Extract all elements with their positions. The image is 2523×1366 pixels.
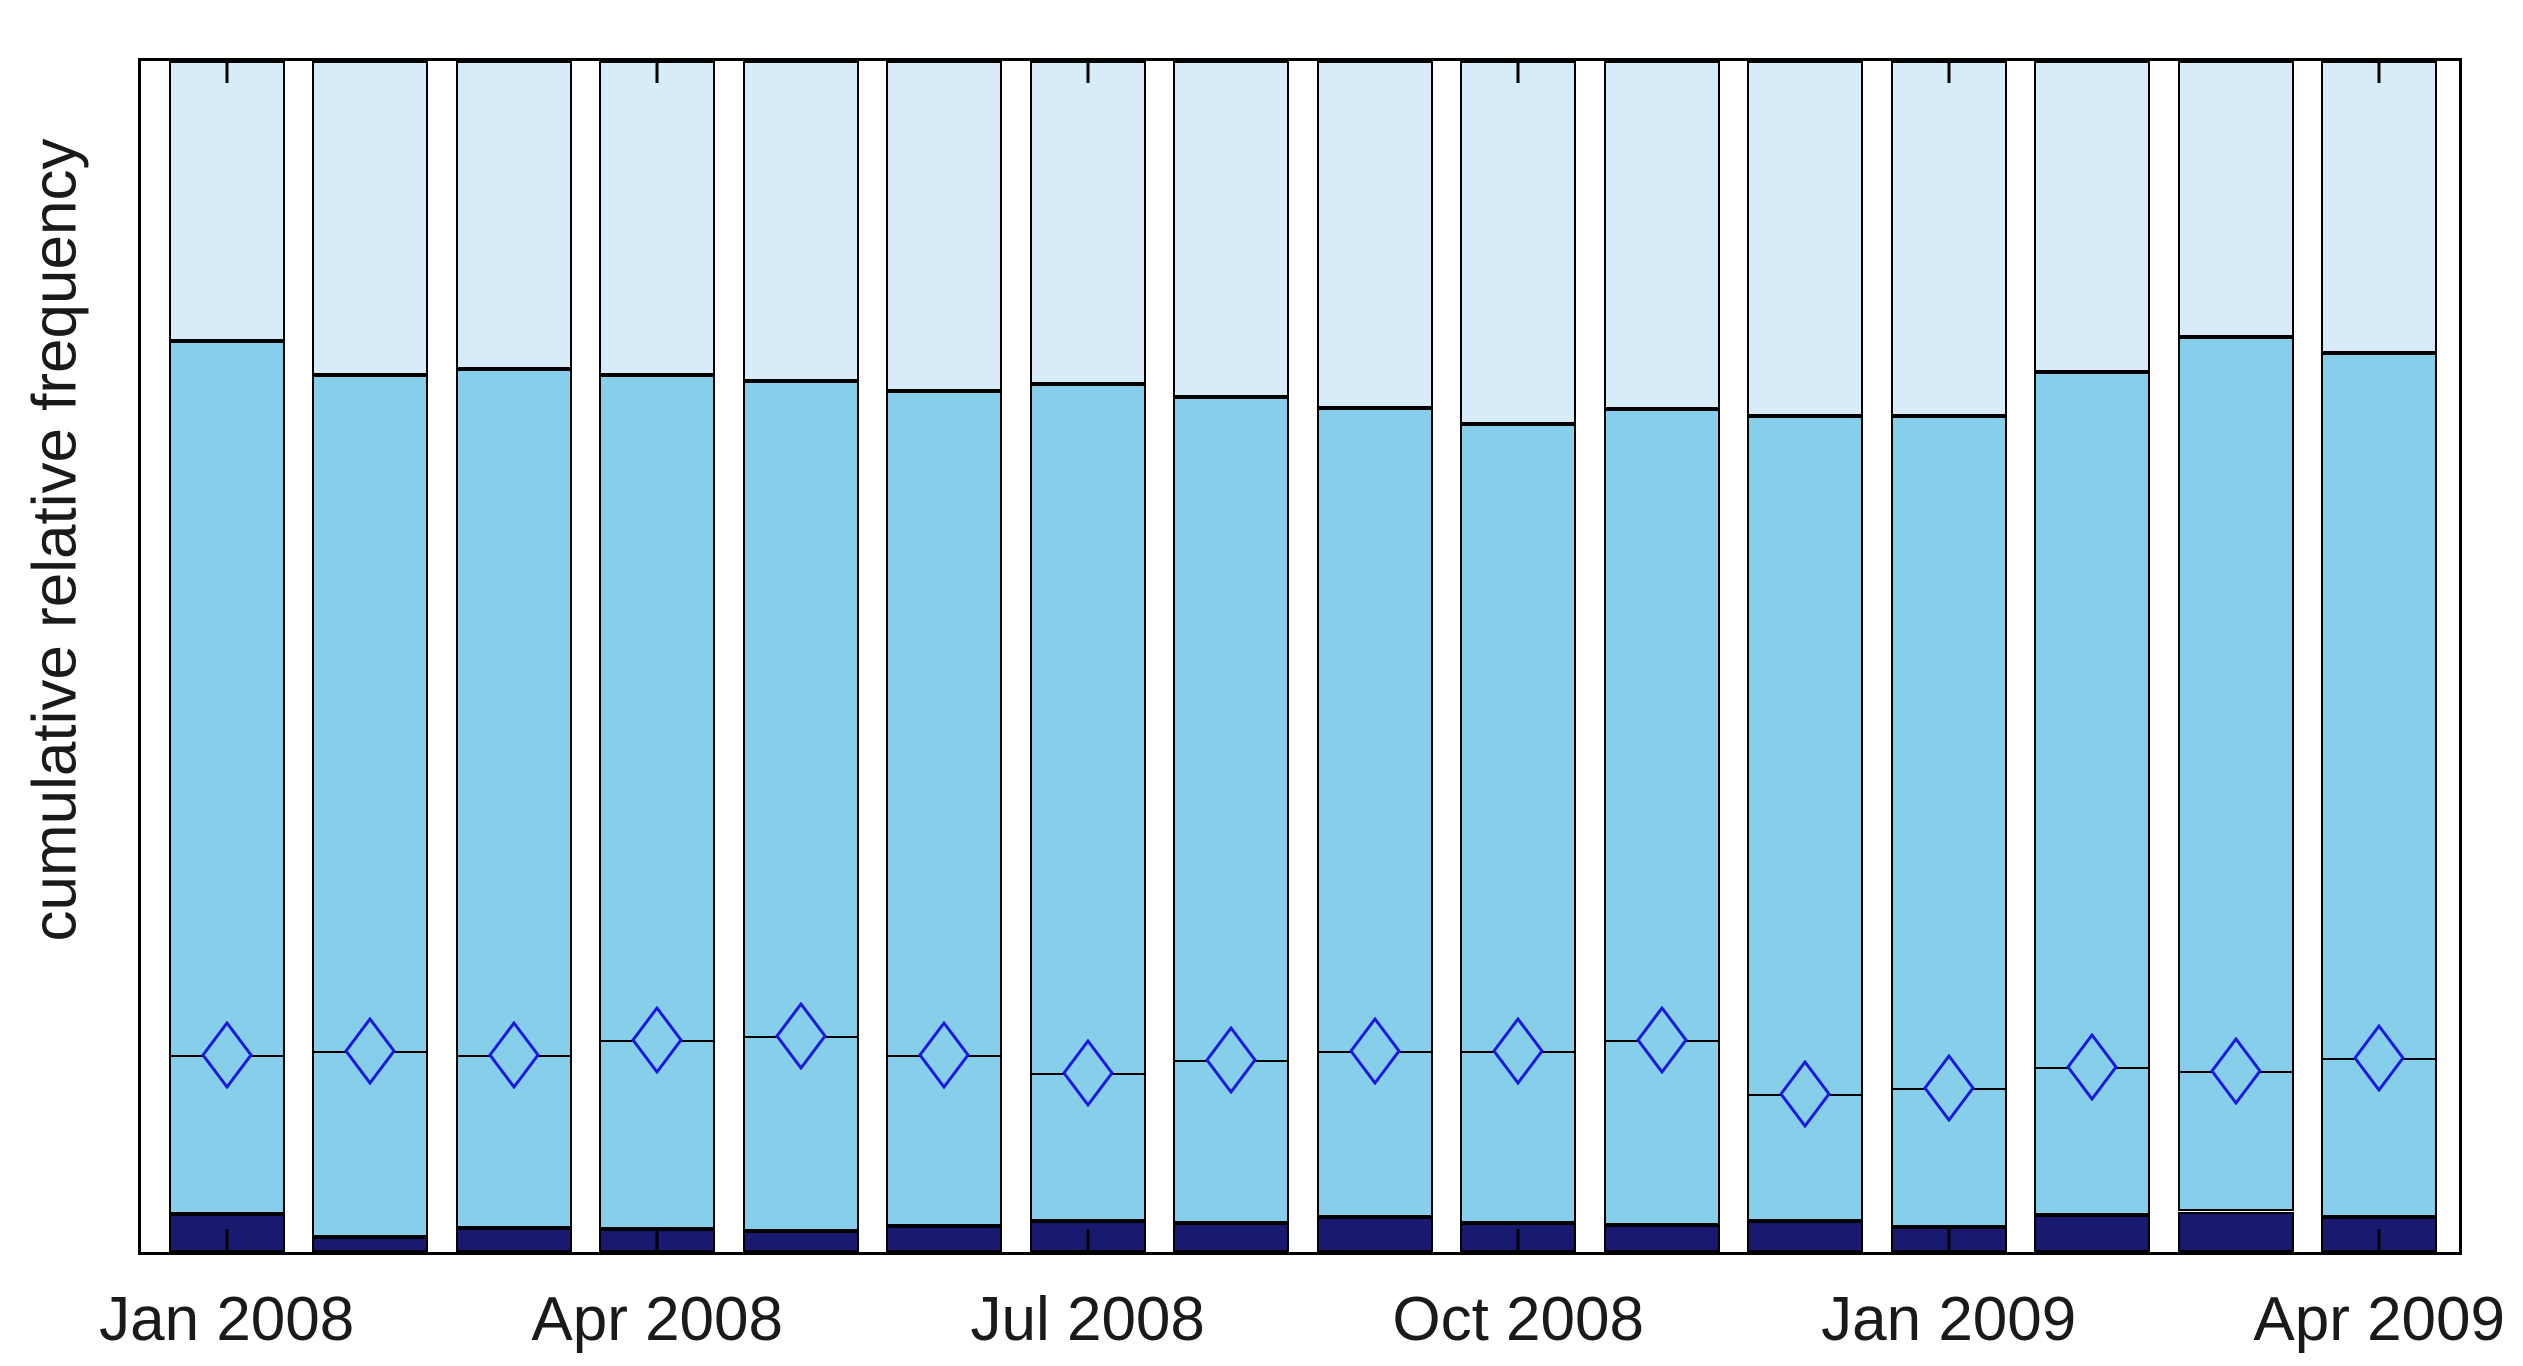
diamond-marker-icon [487, 1021, 540, 1090]
diamond-marker-icon [344, 1016, 397, 1085]
x-axis-tick-label: Apr 2009 [2253, 1285, 2506, 1354]
diamond-marker-icon [774, 1002, 827, 1071]
bar [1029, 61, 1146, 1252]
bar-segment-bottom-dark-navy [312, 1236, 429, 1252]
bar-segment-bottom-dark-navy [1173, 1223, 1290, 1252]
bar-segment-bottom-dark-navy [886, 1225, 1003, 1252]
x-axis-tick-bottom-icon [1086, 1229, 1090, 1252]
x-axis-tick-top-icon [655, 61, 659, 83]
diamond-marker-icon [2066, 1033, 2119, 1102]
bar-segment-top-pale-blue [1173, 61, 1290, 397]
bar [1747, 61, 1864, 1252]
diamond-marker-icon [1922, 1053, 1975, 1122]
x-axis-tick-top-icon [225, 61, 229, 83]
bar-segment-top-pale-blue [2177, 61, 2294, 338]
bar-segment-bottom-dark-navy [2177, 1211, 2294, 1252]
bar-segment-top-pale-blue [886, 61, 1003, 391]
bar [2321, 61, 2438, 1252]
bar-segment-top-pale-blue [2034, 61, 2151, 372]
bar [1460, 61, 1577, 1252]
x-axis-tick-bottom-icon [1947, 1229, 1951, 1252]
x-axis-tick-bottom-icon [225, 1229, 229, 1252]
diamond-marker-icon [1635, 1006, 1688, 1074]
diamond-marker-icon [1348, 1016, 1401, 1085]
x-axis-tick-label: Jan 2008 [99, 1285, 355, 1354]
x-axis-tick-label: Apr 2008 [531, 1285, 784, 1354]
diamond-marker-icon [1061, 1039, 1114, 1108]
x-axis-tick-label: Jan 2009 [1821, 1285, 2077, 1354]
bar-segment-middle-sky-blue [1460, 424, 1577, 1224]
bar-segment-top-pale-blue [1603, 61, 1720, 409]
x-axis-tick-top-icon [1516, 61, 1520, 83]
bar-segment-bottom-dark-navy [455, 1228, 572, 1252]
bar-segment-middle-sky-blue [1603, 408, 1720, 1225]
bar-segment-top-pale-blue [455, 61, 572, 370]
diamond-marker-icon [2353, 1023, 2406, 1092]
bar-segment-bottom-dark-navy [742, 1230, 859, 1252]
bar-segment-middle-sky-blue [455, 369, 572, 1229]
bar-segment-middle-sky-blue [742, 381, 859, 1231]
bar-segment-bottom-dark-navy [1603, 1224, 1720, 1252]
bar [455, 61, 572, 1252]
bar [1890, 61, 2007, 1252]
x-axis-tick-bottom-icon [2377, 1229, 2381, 1252]
x-axis-tick-label: Jul 2008 [970, 1285, 1205, 1354]
bar-segment-top-pale-blue [742, 61, 859, 382]
bar-segment-middle-sky-blue [1316, 407, 1433, 1218]
bar [2177, 61, 2294, 1252]
diamond-marker-icon [2209, 1036, 2262, 1105]
bar-segment-top-pale-blue [168, 61, 285, 341]
bar-segment-bottom-dark-navy [1747, 1221, 1864, 1252]
bar-segment-top-pale-blue [599, 61, 716, 376]
bar [312, 61, 429, 1252]
x-axis-tick-top-icon [1947, 61, 1951, 83]
bar-segment-top-pale-blue [1316, 61, 1433, 408]
diamond-marker-icon [918, 1021, 971, 1090]
bar [1316, 61, 1433, 1252]
x-axis-tick-bottom-icon [1516, 1229, 1520, 1252]
plot-area [138, 58, 2462, 1255]
diamond-marker-icon [1205, 1026, 1258, 1095]
diamond-marker-icon [631, 1006, 684, 1074]
diamond-marker-icon [1779, 1059, 1832, 1128]
bar [2034, 61, 2151, 1252]
bar-segment-top-pale-blue [1029, 61, 1146, 384]
bar [742, 61, 859, 1252]
bar-segment-middle-sky-blue [599, 375, 716, 1230]
diamond-marker-icon [200, 1021, 253, 1090]
bar [886, 61, 1003, 1252]
bar [1173, 61, 1290, 1252]
bar [168, 61, 285, 1252]
bar [1603, 61, 1720, 1252]
bar-segment-top-pale-blue [1747, 61, 1864, 416]
diamond-marker-icon [1492, 1016, 1545, 1085]
x-axis-tick-top-icon [2377, 61, 2381, 83]
bar-segment-top-pale-blue [1890, 61, 2007, 416]
bar-segment-bottom-dark-navy [1316, 1217, 1433, 1252]
bar-segment-top-pale-blue [1460, 61, 1577, 425]
y-axis-label: cumulative relative frequency [20, 138, 90, 942]
bar-segment-top-pale-blue [2321, 61, 2438, 353]
x-axis-tick-label: Oct 2008 [1392, 1285, 1644, 1354]
bar-segment-top-pale-blue [312, 61, 429, 376]
bar [599, 61, 716, 1252]
bar-segment-bottom-dark-navy [2034, 1215, 2151, 1252]
bar-segment-middle-sky-blue [886, 390, 1003, 1226]
x-axis-tick-top-icon [1086, 61, 1090, 83]
bar-segment-middle-sky-blue [312, 375, 429, 1237]
bar-segment-middle-sky-blue [1173, 396, 1290, 1224]
x-axis-tick-bottom-icon [655, 1229, 659, 1252]
